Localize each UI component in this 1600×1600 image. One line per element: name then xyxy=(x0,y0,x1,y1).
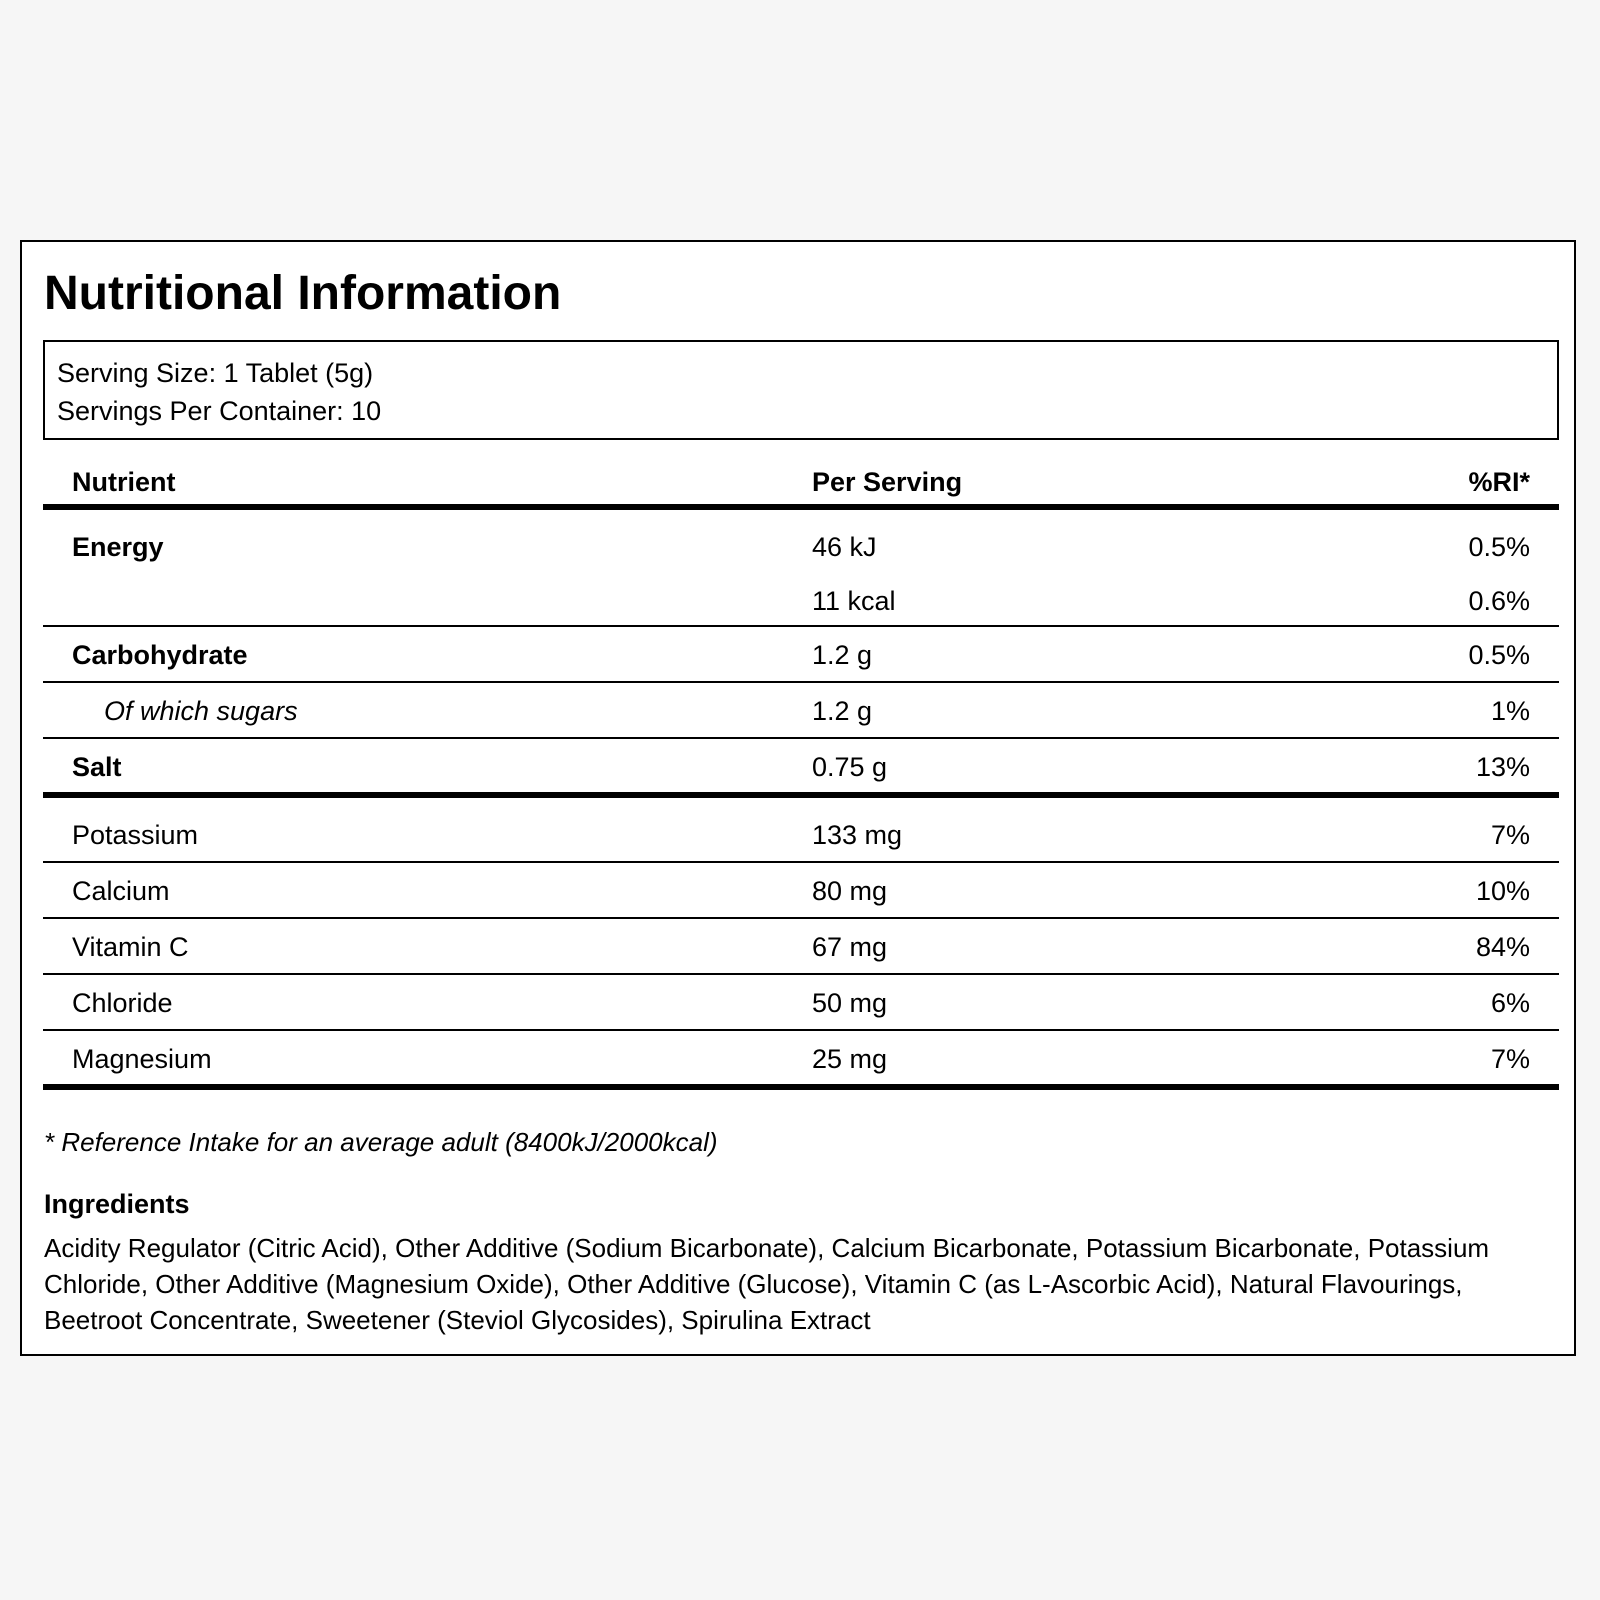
per-serving-value: 25 mg xyxy=(812,1044,888,1074)
table-row: Energy 46 kJ 0.5% xyxy=(43,527,1559,567)
servings-per-container: Servings Per Container: 10 xyxy=(57,396,382,426)
table-row: Carbohydrate 1.2 g 0.5% xyxy=(43,635,1559,675)
nutrient-name: Calcium xyxy=(72,876,170,906)
per-serving-value: 133 mg xyxy=(812,820,903,850)
table-row: 11 kcal 0.6% xyxy=(43,581,1559,621)
nutrition-label: Nutritional Information Serving Size: 1 … xyxy=(20,240,1576,1356)
per-serving-value: 67 mg xyxy=(812,932,888,962)
table-bottom-rule xyxy=(43,1084,1559,1090)
per-serving-value: 1.2 g xyxy=(812,640,873,670)
per-serving-value: 46 kJ xyxy=(812,532,877,562)
ri-value: 0.6% xyxy=(1468,586,1530,616)
row-divider xyxy=(43,917,1559,919)
header-divider xyxy=(43,504,1559,510)
per-serving-value: 80 mg xyxy=(812,876,888,906)
row-divider xyxy=(43,1029,1559,1031)
ri-value: 7% xyxy=(1490,1044,1530,1074)
nutrient-name: Vitamin C xyxy=(72,932,189,962)
ri-footnote: * Reference Intake for an average adult … xyxy=(44,1127,718,1157)
table-header: Nutrient Per Serving %RI* xyxy=(43,458,1559,506)
serving-size: Serving Size: 1 Tablet (5g) xyxy=(57,358,374,388)
table-row: Magnesium 25 mg 7% xyxy=(43,1039,1559,1079)
row-divider xyxy=(43,861,1559,863)
table-row: Of which sugars 1.2 g 1% xyxy=(43,691,1559,731)
ingredients-heading: Ingredients xyxy=(44,1189,190,1219)
per-serving-value: 1.2 g xyxy=(812,696,873,726)
nutrient-name: Of which sugars xyxy=(104,696,298,726)
ri-value: 1% xyxy=(1490,696,1530,726)
table-row: Salt 0.75 g 13% xyxy=(43,747,1559,787)
ingredients-list: Acidity Regulator (Citric Acid), Other A… xyxy=(44,1233,1490,1335)
ri-value: 7% xyxy=(1490,820,1530,850)
nutrient-name: Salt xyxy=(72,752,122,782)
row-divider xyxy=(43,737,1559,739)
table-row: Calcium 80 mg 10% xyxy=(43,871,1559,911)
per-serving-value: 50 mg xyxy=(812,988,888,1018)
nutrient-name: Carbohydrate xyxy=(72,640,248,670)
ri-value: 10% xyxy=(1475,876,1530,906)
page-title: Nutritional Information xyxy=(44,267,562,320)
section-divider xyxy=(43,792,1559,798)
table-row: Vitamin C 67 mg 84% xyxy=(43,927,1559,967)
nutrient-name: Potassium xyxy=(72,820,199,850)
table-row: Chloride 50 mg 6% xyxy=(43,983,1559,1023)
nutrient-name: Chloride xyxy=(72,988,173,1018)
per-serving-value: 0.75 g xyxy=(812,752,888,782)
serving-info-box: Serving Size: 1 Tablet (5g) Servings Per… xyxy=(43,340,1559,440)
ri-value: 0.5% xyxy=(1468,640,1530,670)
ri-value: 6% xyxy=(1490,988,1530,1018)
table-row: Potassium 133 mg 7% xyxy=(43,815,1559,855)
per-serving-value: 11 kcal xyxy=(812,586,896,616)
row-divider xyxy=(43,625,1559,627)
ri-value: 0.5% xyxy=(1468,532,1530,562)
row-divider xyxy=(43,681,1559,683)
nutrient-name: Energy xyxy=(72,532,164,562)
header-per-serving: Per Serving xyxy=(812,467,963,497)
header-ri: %RI* xyxy=(1468,467,1530,497)
ri-value: 13% xyxy=(1475,752,1530,782)
nutrient-name: Magnesium xyxy=(72,1044,212,1074)
header-nutrient: Nutrient xyxy=(72,467,176,497)
row-divider xyxy=(43,973,1559,975)
ri-value: 84% xyxy=(1475,932,1530,962)
